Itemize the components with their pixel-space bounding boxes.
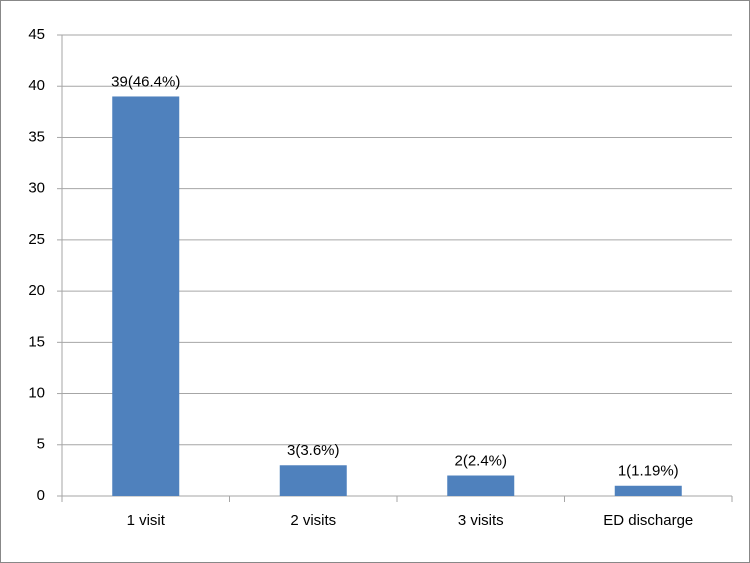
value-label: 2(2.4%) (454, 452, 507, 469)
y-tick-label: 15 (28, 333, 45, 350)
x-tick-label: ED discharge (603, 512, 693, 529)
x-tick-label: 2 visits (290, 512, 336, 529)
value-label: 3(3.6%) (287, 442, 340, 459)
bar (447, 475, 515, 496)
value-label: 1(1.19%) (618, 463, 679, 480)
y-tick-label: 10 (28, 385, 45, 402)
bar (279, 465, 347, 496)
y-tick-label: 30 (28, 180, 45, 197)
value-label: 39(46.4%) (111, 73, 180, 90)
y-tick-label: 0 (37, 487, 45, 504)
x-tick-label: 3 visits (458, 512, 504, 529)
y-tick-label: 20 (28, 282, 45, 299)
x-tick-label: 1 visit (127, 512, 166, 529)
bar (112, 96, 180, 496)
y-tick-label: 5 (37, 436, 45, 453)
y-tick-label: 40 (28, 77, 45, 94)
y-tick-label: 45 (28, 26, 45, 43)
y-tick-label: 25 (28, 231, 45, 248)
y-tick-label: 35 (28, 128, 45, 145)
bar (614, 485, 682, 496)
